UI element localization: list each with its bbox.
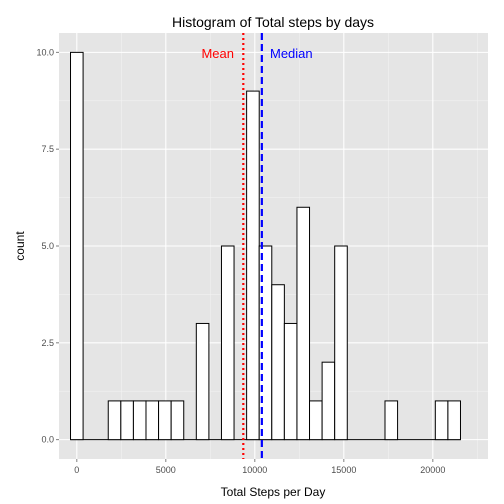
x-tick-label: 0	[74, 465, 79, 475]
histogram-bar	[107, 400, 122, 441]
histogram-bar	[296, 206, 311, 441]
histogram-bar	[309, 400, 323, 441]
histogram-bar	[70, 51, 84, 441]
chart-title: Histogram of Total steps by days	[172, 14, 374, 30]
y-tick-label: 10.0	[36, 47, 54, 57]
x-axis: 0 5000 10000 15000 20000	[74, 459, 445, 475]
histogram-bar	[195, 322, 210, 441]
histogram-bar	[271, 284, 285, 441]
x-tick-label: 10000	[242, 465, 267, 475]
x-tick-label: 20000	[420, 465, 445, 475]
y-axis: 0.0 2.5 5.0 7.5 10.0	[36, 47, 59, 445]
histogram-bar	[132, 400, 147, 441]
histogram-bar	[334, 245, 348, 441]
histogram-bar	[283, 322, 298, 441]
x-tick-label: 15000	[331, 465, 356, 475]
y-tick-label: 5.0	[41, 241, 54, 251]
histogram-bar	[170, 400, 185, 441]
histogram-bar	[321, 361, 336, 441]
histogram-bar	[158, 400, 172, 441]
histogram-bar	[145, 400, 160, 441]
x-tick-label: 5000	[156, 465, 176, 475]
x-axis-title: Total Steps per Day	[221, 485, 326, 499]
y-tick-label: 7.5	[41, 144, 54, 154]
histogram-bars	[70, 51, 461, 441]
y-tick-label: 0.0	[41, 435, 54, 445]
histogram-bar	[384, 400, 399, 441]
histogram-bar	[434, 400, 449, 441]
y-axis-title: count	[13, 231, 27, 261]
histogram-bar	[120, 400, 134, 441]
reference-lines	[242, 33, 263, 459]
y-tick-label: 2.5	[41, 338, 54, 348]
mean-label: Mean	[201, 46, 234, 61]
median-label: Median	[270, 46, 313, 61]
histogram-bar	[220, 245, 235, 441]
histogram-bar	[246, 90, 260, 441]
histogram-bar	[447, 400, 461, 441]
